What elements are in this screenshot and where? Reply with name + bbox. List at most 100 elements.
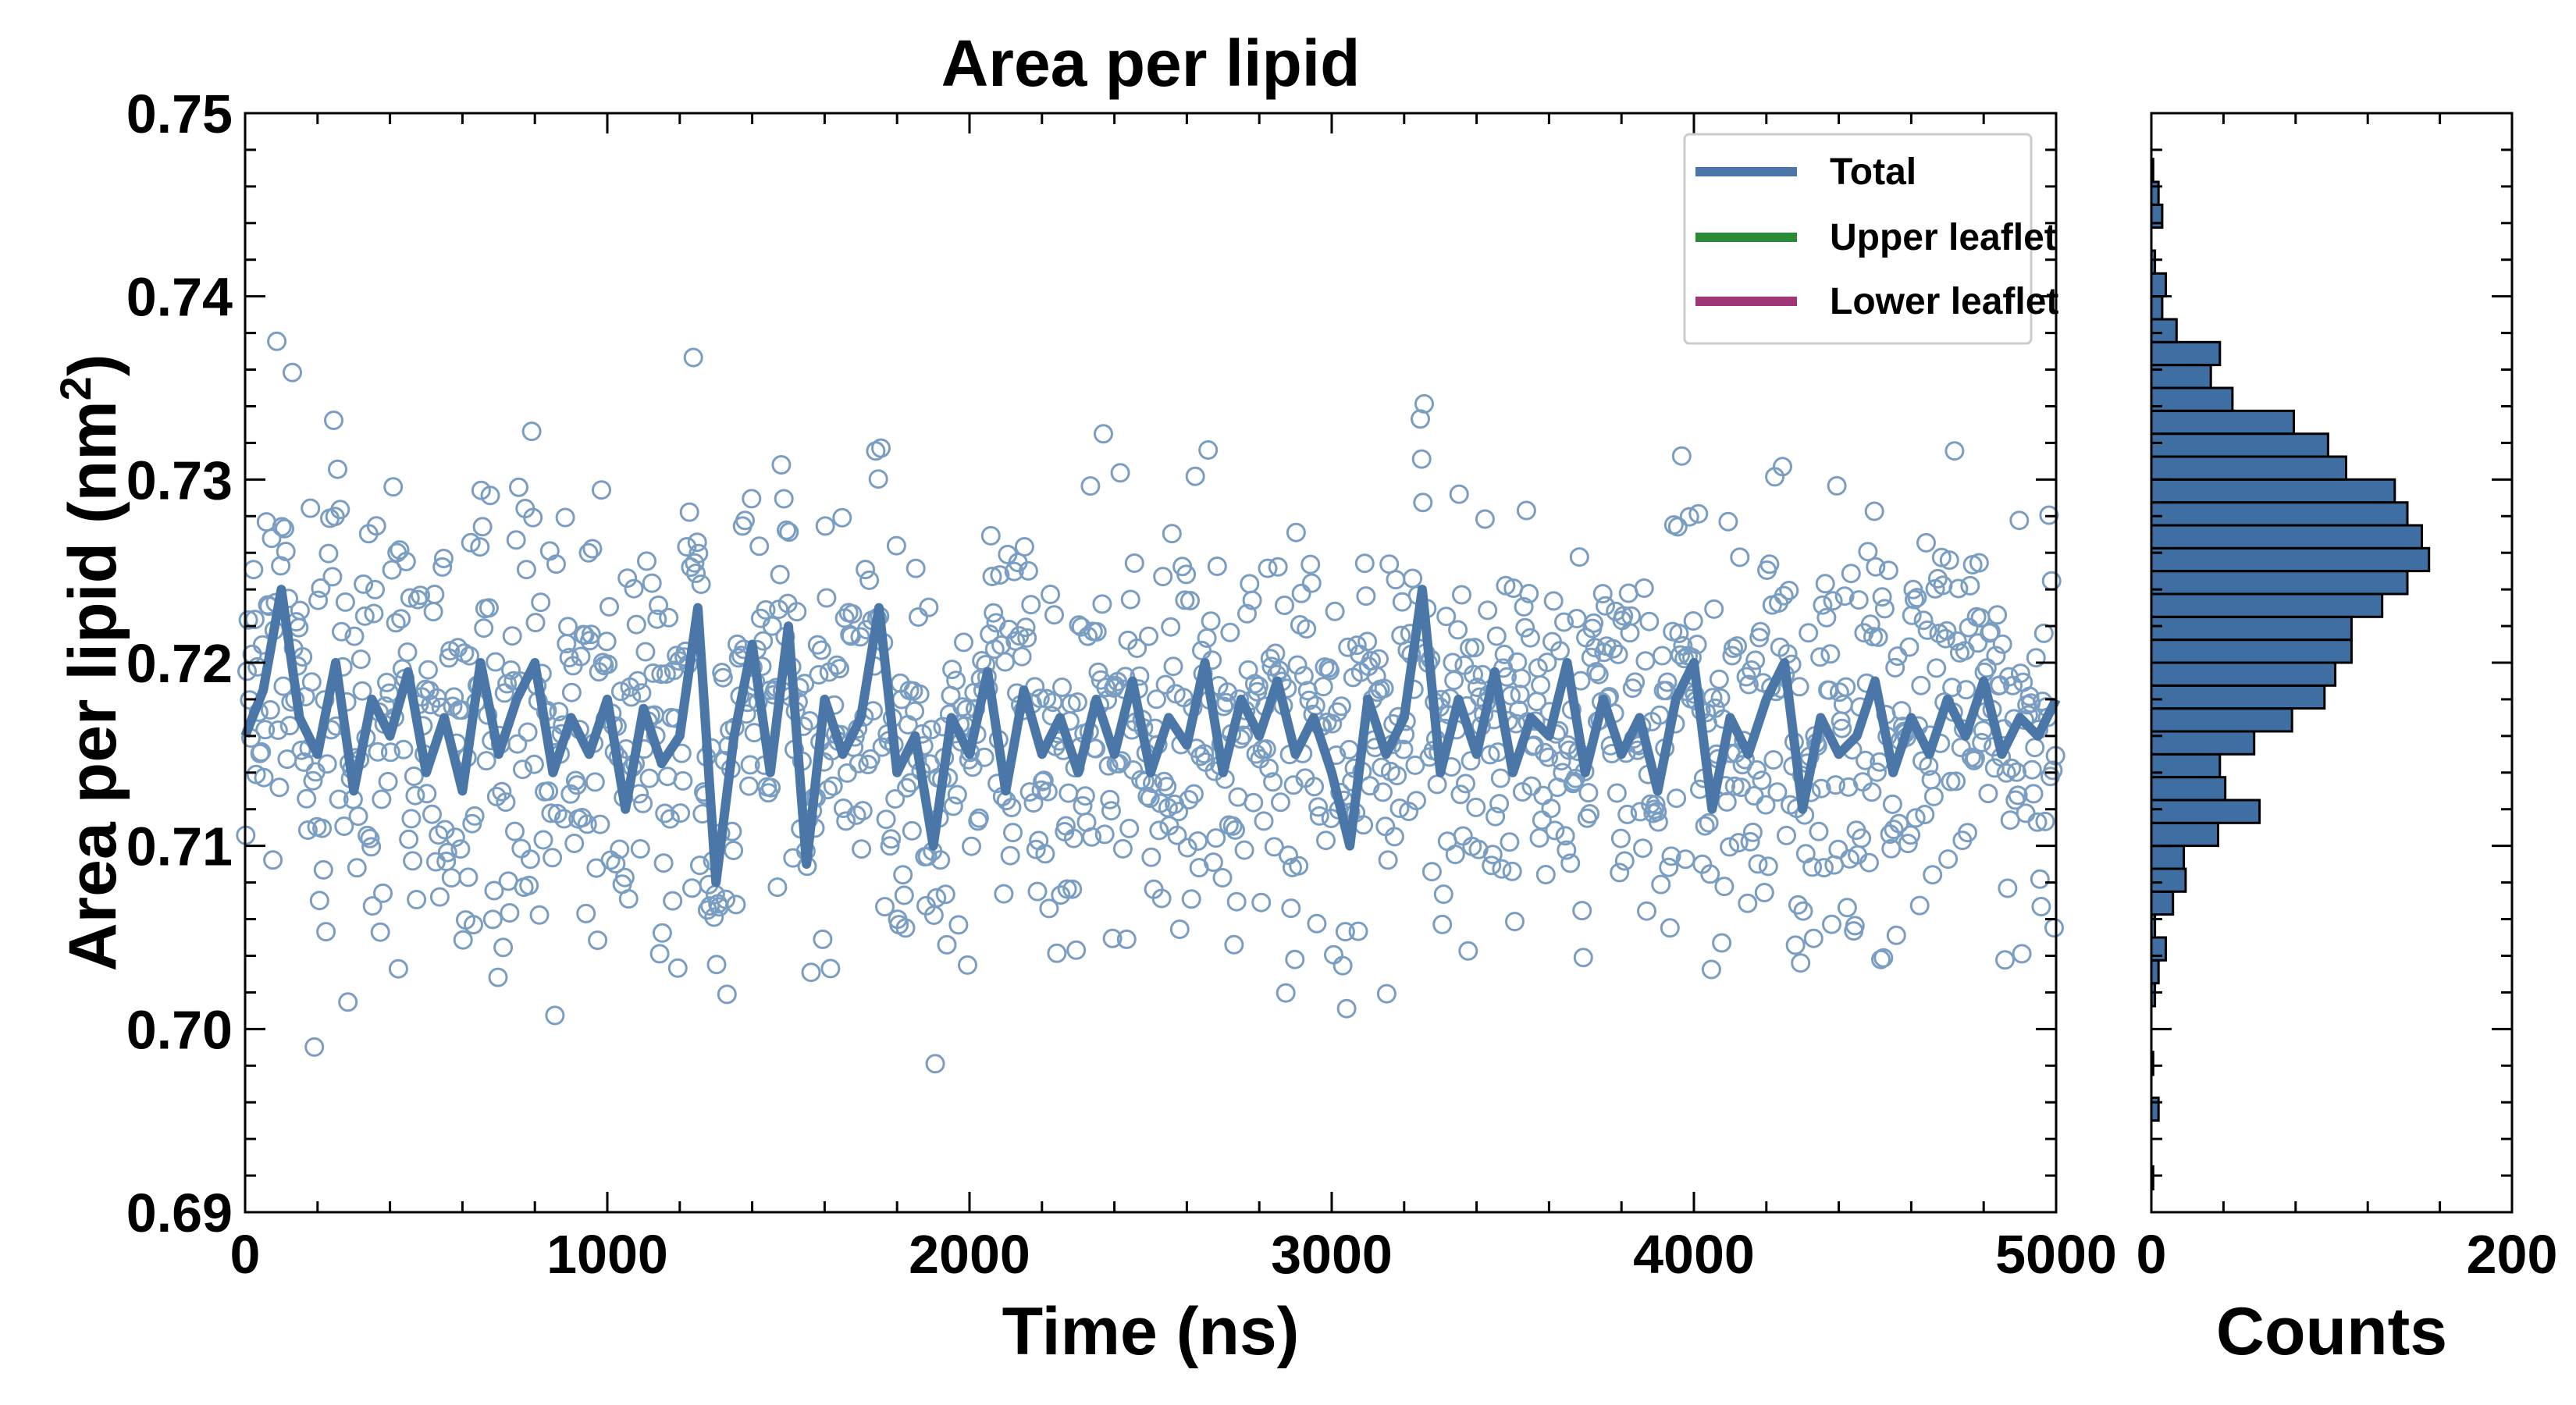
scatter-point: [628, 670, 648, 691]
scatter-point: [779, 522, 799, 542]
scatter-point: [1384, 827, 1404, 847]
scatter-point: [852, 839, 872, 859]
scatter-point: [1256, 739, 1276, 759]
scatter-point: [1037, 781, 1058, 802]
scatter-point: [704, 907, 724, 927]
scatter-point: [1222, 816, 1243, 836]
scatter-point: [610, 839, 630, 859]
scatter-point: [1881, 838, 1902, 859]
scatter-point: [334, 816, 354, 836]
scatter-point: [771, 455, 792, 475]
scatter-point: [461, 532, 481, 553]
y-axis-label: Area per lipid (nm2): [51, 354, 130, 972]
scatter-point: [332, 621, 351, 642]
scatter-point: [1742, 822, 1763, 842]
scatter-point: [1313, 677, 1333, 697]
scatter-point: [309, 891, 329, 911]
scatter-point: [830, 659, 849, 679]
scatter-point: [1389, 799, 1410, 818]
y-axis-label-close: ): [55, 354, 130, 377]
scatter-point: [1660, 918, 1680, 938]
scatter-point: [1206, 828, 1226, 848]
scatter-point: [740, 755, 760, 775]
scatter-point: [1889, 813, 1909, 834]
scatter-point: [1521, 776, 1542, 796]
scatter-point: [1939, 550, 1959, 571]
scatter-point: [1856, 750, 1876, 770]
scatter-point: [1414, 393, 1434, 414]
scatter-point: [1002, 798, 1022, 817]
x-axis-label: Time (ns): [1002, 1294, 1300, 1369]
scatter-point: [1190, 746, 1211, 767]
scatter-point: [1369, 649, 1389, 669]
scatter-point: [1258, 558, 1278, 578]
scatter-point: [1995, 950, 2015, 970]
scatter-point: [338, 992, 358, 1012]
scatter-point: [1285, 949, 1305, 969]
scatter-point: [328, 459, 347, 479]
scatter-point: [1724, 776, 1745, 796]
scatter-point: [1915, 805, 1935, 824]
scatter-point: [1163, 656, 1183, 677]
y-axis-label-superscript: 2: [51, 376, 100, 400]
scatter-point: [1746, 759, 1767, 780]
scatter-point: [990, 565, 1010, 585]
scatter-point: [893, 865, 913, 885]
scatter-point: [1718, 511, 1738, 532]
scatter-point: [1405, 755, 1425, 775]
scatter-point: [1671, 446, 1692, 466]
scatter-point: [330, 500, 350, 520]
scatter-point: [1169, 919, 1190, 939]
scatter-point: [516, 560, 536, 580]
scatter-point: [1286, 522, 1306, 542]
scatter-point: [1287, 655, 1308, 675]
scatter-point: [1332, 955, 1353, 976]
y-axis-label-text: Area per lipid (nm: [55, 400, 130, 971]
scatter-point: [1777, 825, 1796, 845]
scatter-point: [470, 537, 490, 557]
scatter-point: [276, 542, 296, 561]
scatter-point: [761, 777, 781, 798]
scatter-point: [1717, 791, 1737, 812]
scatter-point: [313, 859, 333, 880]
scatter-point: [1545, 820, 1565, 841]
scatter-point: [1958, 823, 1977, 843]
histogram-bar: [2150, 432, 2329, 458]
scatter-point: [1657, 672, 1678, 692]
scatter-point: [1244, 792, 1264, 813]
scatter-point: [1224, 934, 1244, 955]
scatter-point: [1560, 853, 1581, 873]
legend-label-lower-leaflet: Lower leaflet: [1830, 281, 2058, 322]
scatter-point: [1614, 851, 1635, 871]
scatter-point: [1858, 542, 1878, 562]
scatter-point: [1720, 837, 1740, 857]
scatter-point: [1194, 744, 1215, 764]
main-y-tick-labels: 0.69 0.70 0.71 0.72 0.73 0.74 0.75: [126, 84, 233, 1243]
main-time-series-chart: Area per lipid 0 1000 2000 3000 4000 5000 0.6…: [51, 27, 2117, 1369]
scatter-point: [592, 480, 611, 500]
scatter-point: [1554, 612, 1574, 632]
scatter-point: [1051, 885, 1071, 905]
histogram-bar: [2150, 318, 2178, 343]
scatter-point: [571, 646, 591, 667]
scatter-point: [606, 854, 626, 874]
x-tick-label: 5000: [1995, 1224, 2117, 1285]
scatter-point: [1822, 914, 1841, 934]
scatter-point: [1291, 583, 1311, 603]
scatter-point: [513, 759, 532, 780]
scatter-point: [685, 553, 705, 573]
scatter-point: [897, 777, 917, 798]
scatter-point: [1774, 585, 1794, 606]
scatter-point: [576, 903, 596, 923]
scatter-point: [564, 834, 585, 853]
scatter-point: [618, 889, 639, 909]
scatter-point: [1929, 624, 1949, 643]
scatter-point: [1078, 626, 1098, 646]
y-tick-label: 0.75: [126, 84, 233, 144]
scatter-point: [1167, 825, 1187, 845]
scatter-point: [1960, 575, 1980, 596]
scatter-point: [519, 875, 539, 895]
scatter-point: [577, 814, 597, 834]
scatter-point: [2043, 760, 2063, 781]
scatter-point: [1837, 898, 1857, 918]
